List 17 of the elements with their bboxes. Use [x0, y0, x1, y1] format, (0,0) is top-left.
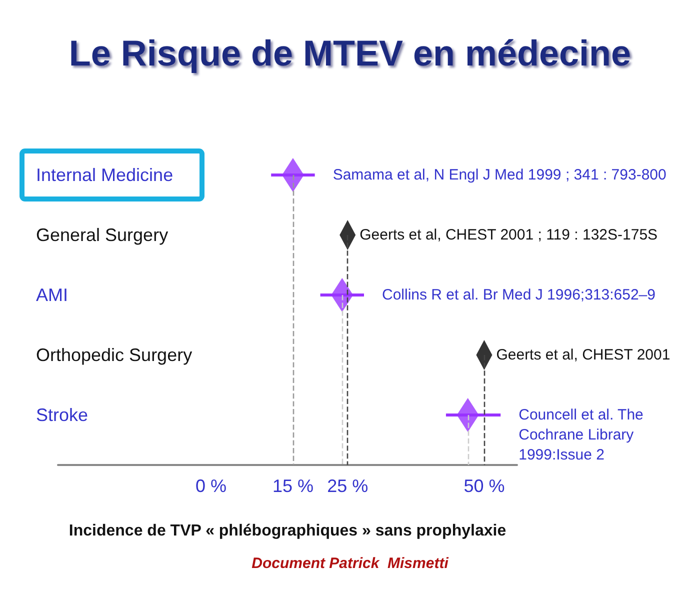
y-tick-label: AMI	[36, 285, 68, 305]
annotation: Collins R et al. Br Med J 1996;313:652–9	[382, 286, 656, 304]
annotation: Samama et al, N Engl J Med 1999 ; 341 : 793-800	[332, 166, 666, 184]
y-tick-label: Internal Medicine	[36, 165, 174, 185]
text: Document Patrick Mismetti	[252, 555, 450, 572]
x-tick-label: 0 %	[195, 476, 227, 496]
x-axis-title: Incidence de TVP « phlébographiques » sans prophylaxie	[68, 522, 506, 540]
y-tick-label: Stroke	[36, 405, 88, 425]
annotation: Geerts et al, CHEST 2001	[496, 346, 670, 364]
chart-title: Le Risque de MTEV en médecine	[68, 32, 632, 74]
y-tick-label: General Surgery	[36, 225, 168, 245]
x-tick-label: 15 %	[272, 476, 314, 496]
text: Councell et al. The Cochrane Library 1999:Issue 2	[518, 406, 648, 464]
x-tick-label: 50 %	[464, 476, 505, 496]
x-tick-label: 25 %	[327, 476, 368, 496]
annotation: Geerts et al, CHEST 2001 ; 119 : 132S-175S	[360, 226, 658, 244]
y-tick-label: Orthopedic Surgery	[36, 345, 192, 365]
